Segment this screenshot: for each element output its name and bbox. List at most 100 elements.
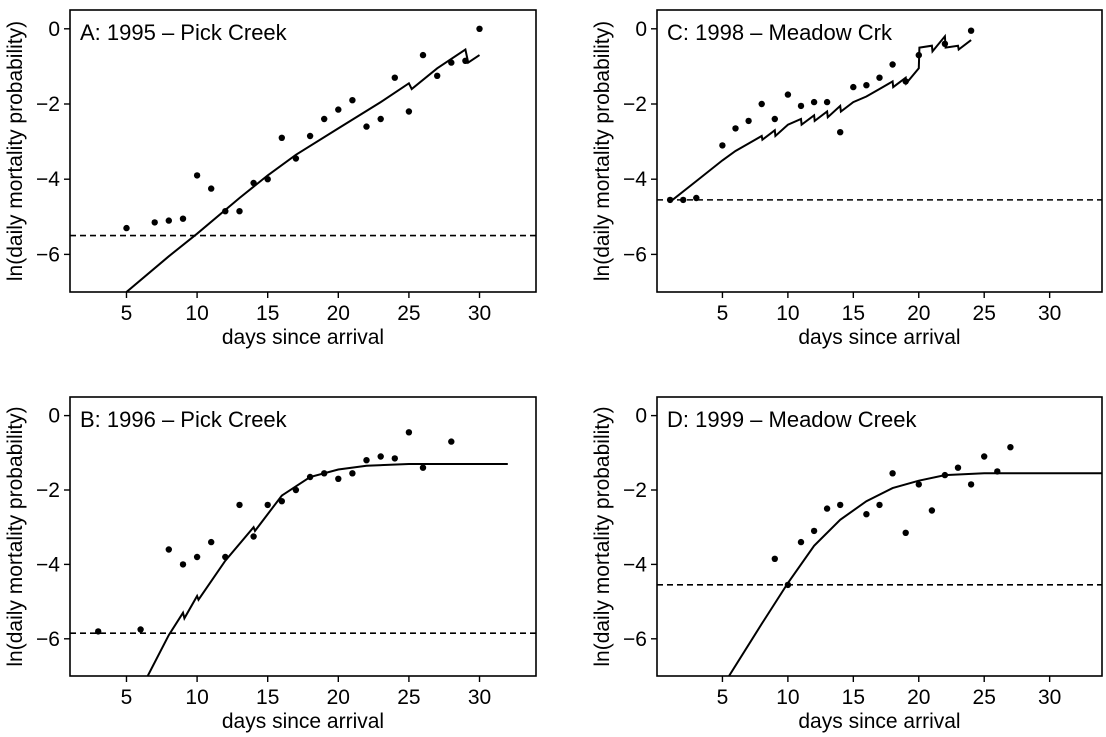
data-point [462,57,469,64]
data-point [967,481,975,488]
data-point [405,108,413,115]
fitted-curve [146,463,508,676]
data-point [321,115,328,123]
data-point [264,176,271,183]
panel-title: D: 1999 – Meadow Creek [667,407,917,432]
x-tick-label: 15 [842,302,865,325]
data-point [250,533,257,540]
data-point [363,457,370,464]
data-point [250,179,257,187]
y-tick-label: 0 [635,18,647,41]
y-axis-title: ln(daily mortality probability) [591,21,614,281]
x-tick-label: 5 [717,686,729,709]
data-point [876,74,883,81]
data-point [732,125,739,132]
x-tick-label: 25 [973,302,996,325]
data-point [349,97,356,104]
data-point [810,98,818,106]
x-tick-label: 10 [185,686,208,709]
data-point [151,219,158,226]
data-point [666,196,674,204]
panel-title: C: 1998 – Meadow Crk [667,20,893,45]
data-point [941,471,949,479]
y-tick-label: −4 [36,553,60,576]
y-tick-label: 0 [48,405,60,428]
data-point [391,455,398,462]
y-tick-label: −6 [623,628,647,651]
x-tick-label: 25 [973,686,996,709]
y-tick-label: −2 [623,93,647,116]
x-tick-label: 25 [397,686,420,709]
data-point [391,74,398,81]
data-point [823,98,831,106]
x-tick-label: 20 [907,686,930,709]
y-tick-label: −4 [623,553,647,576]
data-point [193,172,201,179]
panel-c: 0 −2 −4 −6 5 10 15 20 25 30 days since arrival ln(d… [591,9,1103,349]
data-point [419,51,427,59]
x-tick-label: 20 [327,686,350,709]
data-point [335,475,342,482]
data-point [928,507,936,514]
y-axis-title: ln(daily mortality probability) [4,21,27,281]
data-point [784,581,792,589]
data-point [823,505,831,512]
panel-b: 0 −2 −4 −6 5 10 15 20 25 30 days since arrival ln(d… [4,396,537,733]
data-point [719,142,726,149]
x-tick-label: 20 [327,302,350,325]
data-point [306,473,314,481]
data-point [680,196,687,204]
x-tick-label: 10 [776,302,799,325]
y-tick-label: −4 [36,168,60,191]
x-tick-label: 10 [185,302,208,325]
data-point [95,628,102,635]
x-tick-label: 25 [397,302,420,325]
x-tick-label: 30 [468,686,491,709]
data-point [784,91,792,98]
y-tick-label: −6 [623,243,647,266]
data-point [915,481,922,488]
data-point [902,529,909,536]
y-tick-label: 0 [635,405,647,428]
plot-frame-c [656,9,1103,293]
x-axis-title: days since arrival [798,710,960,733]
data-point [797,102,805,110]
data-point [771,555,778,562]
data-point [165,546,172,553]
x-tick-label: 30 [1038,686,1061,709]
data-point [902,78,909,85]
x-axis-title: days since arrival [222,710,384,733]
data-point [321,470,328,477]
data-point [179,561,187,568]
x-axis-title: days since arrival [798,326,960,349]
data-point [941,40,949,47]
data-point [377,115,384,123]
y-axis-title: ln(daily mortality probability) [4,406,27,666]
fitted-curve [125,47,481,292]
y-tick-label: −6 [36,628,60,651]
x-axis-title: days since arrival [222,326,384,349]
data-point [693,194,700,202]
data-point [1007,444,1014,451]
y-tick-label: −6 [36,243,60,266]
data-point [771,115,778,123]
y-tick-label: −2 [36,93,60,116]
data-point [278,134,285,141]
data-point [278,498,285,505]
data-point [292,486,300,494]
y-tick-label: −2 [36,479,60,502]
x-tick-label: 15 [842,686,865,709]
y-tick-label: 0 [48,18,60,41]
data-point [915,51,922,59]
panel-a: 0 −2 −4 −6 5 10 15 20 25 30 days since arrival ln(d… [4,9,537,349]
data-point [994,468,1001,475]
data-point [137,626,144,633]
data-point [405,429,413,436]
data-point [264,501,271,509]
data-point [889,61,896,68]
x-tick-label: 15 [256,302,279,325]
x-tick-label: 5 [121,302,133,325]
plot-frame-d [656,396,1103,677]
data-point [434,72,441,80]
